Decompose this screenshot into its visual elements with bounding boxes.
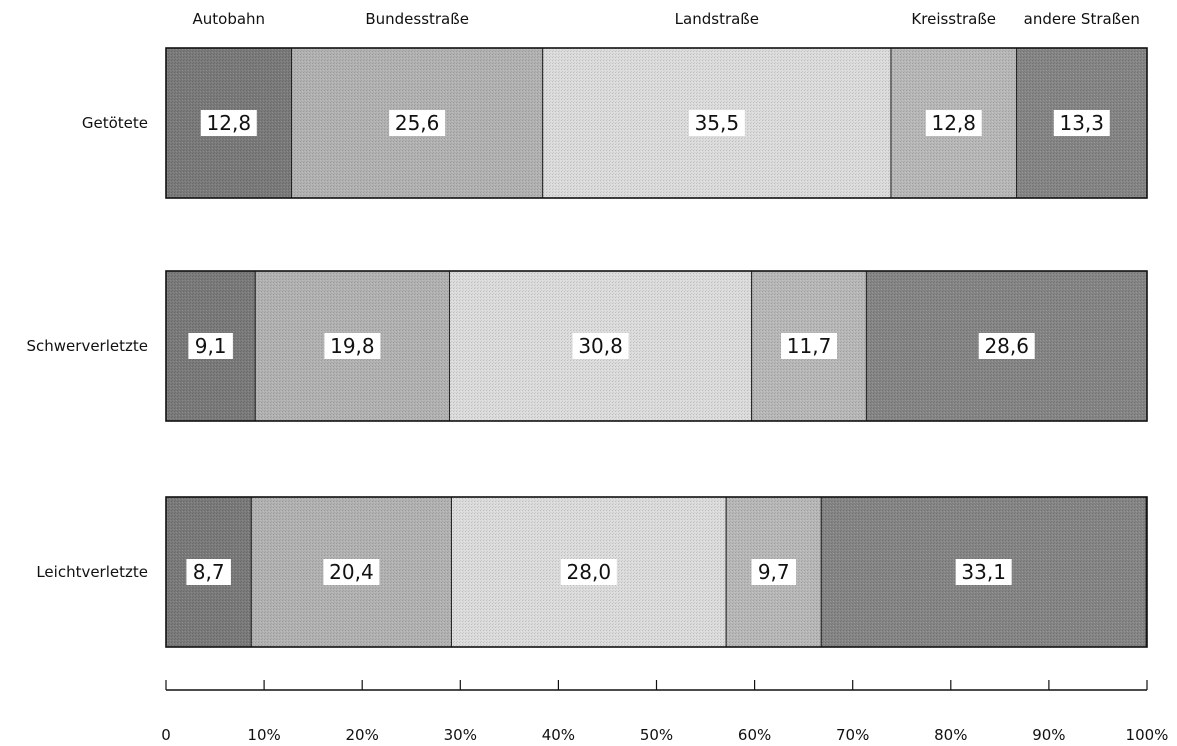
value-label-background bbox=[200, 110, 257, 136]
value-label-landstrasse-getoetete: 35,5 bbox=[695, 111, 740, 135]
value-label-background bbox=[560, 559, 617, 585]
bar-row-getoetete: 12,8 25,6 35,5 12,8 13,3 bbox=[165, 47, 1148, 199]
x-tick-label: 30% bbox=[444, 726, 477, 744]
x-tick-label: 100% bbox=[1126, 726, 1169, 744]
value-label-background bbox=[188, 333, 233, 359]
value-label-background bbox=[572, 333, 629, 359]
x-tick-label: 80% bbox=[934, 726, 967, 744]
value-label-kreisstrasse-getoetete: 12,8 bbox=[931, 111, 976, 135]
bar-row-leichtverletzte: 8,7 20,4 28,0 9,7 33,1 bbox=[165, 496, 1148, 648]
value-label-background bbox=[324, 333, 381, 359]
x-tick-label: 10% bbox=[247, 726, 280, 744]
value-label-andere-strassen-leichtverletzte: 33,1 bbox=[961, 560, 1006, 584]
bar-row-frame bbox=[165, 47, 1148, 199]
legend-label-kreisstrasse: Kreisstraße bbox=[911, 10, 996, 28]
value-label-landstrasse-leichtverletzte: 28,0 bbox=[567, 560, 612, 584]
value-label-andere-strassen-getoetete: 13,3 bbox=[1059, 111, 1104, 135]
value-label-andere-strassen-schwerverletzte: 28,6 bbox=[984, 334, 1029, 358]
value-label-bundesstrasse-getoetete: 25,6 bbox=[395, 111, 440, 135]
value-label-autobahn-schwerverletzte: 9,1 bbox=[195, 334, 227, 358]
legend-label-bundesstrasse: Bundesstraße bbox=[365, 10, 469, 28]
value-label-background bbox=[955, 559, 1012, 585]
category-label-leichtverletzte: Leichtverletzte bbox=[36, 563, 148, 581]
value-label-background bbox=[781, 333, 838, 359]
category-labels: Getötete Schwerverletzte Leichtverletzte bbox=[27, 114, 148, 581]
x-tick-label: 0 bbox=[161, 726, 171, 744]
value-label-bundesstrasse-leichtverletzte: 20,4 bbox=[329, 560, 374, 584]
legend-label-andere-strassen: andere Straßen bbox=[1024, 10, 1140, 28]
bar-row-frame bbox=[165, 496, 1148, 648]
value-label-autobahn-getoetete: 12,8 bbox=[207, 111, 252, 135]
bar-area: 12,8 25,6 35,5 12,8 13,3 9,1 19,8 30,8 11,7 28,6 8… bbox=[165, 47, 1148, 648]
bar-row-schwerverletzte: 9,1 19,8 30,8 11,7 28,6 bbox=[165, 270, 1148, 422]
value-label-background bbox=[688, 110, 745, 136]
value-label-background bbox=[751, 559, 796, 585]
value-label-kreisstrasse-schwerverletzte: 11,7 bbox=[787, 334, 832, 358]
x-tick-label: 20% bbox=[346, 726, 379, 744]
x-tick-label: 90% bbox=[1032, 726, 1065, 744]
value-label-kreisstrasse-leichtverletzte: 9,7 bbox=[758, 560, 790, 584]
value-label-autobahn-leichtverletzte: 8,7 bbox=[193, 560, 225, 584]
value-label-background bbox=[978, 333, 1035, 359]
legend-label-landstrasse: Landstraße bbox=[675, 10, 759, 28]
x-tick-label: 50% bbox=[640, 726, 673, 744]
x-tick-label: 60% bbox=[738, 726, 771, 744]
x-tick-label: 40% bbox=[542, 726, 575, 744]
category-label-schwerverletzte: Schwerverletzte bbox=[27, 337, 148, 355]
x-tick-label: 70% bbox=[836, 726, 869, 744]
value-label-background bbox=[1053, 110, 1110, 136]
value-label-background bbox=[925, 110, 982, 136]
value-label-background bbox=[186, 559, 231, 585]
value-label-bundesstrasse-schwerverletzte: 19,8 bbox=[330, 334, 375, 358]
value-label-background bbox=[323, 559, 380, 585]
bar-row-frame bbox=[165, 270, 1148, 422]
value-label-landstrasse-schwerverletzte: 30,8 bbox=[578, 334, 623, 358]
category-label-getoetete: Getötete bbox=[82, 114, 148, 132]
legend-label-autobahn: Autobahn bbox=[193, 10, 266, 28]
series-legend: Autobahn Bundesstraße Landstraße Kreisstraß… bbox=[193, 10, 1140, 28]
x-axis: 0 10% 20% 30% 40% 50% 60% 70% 80% 90% 100% bbox=[161, 680, 1168, 744]
value-label-background bbox=[389, 110, 446, 136]
